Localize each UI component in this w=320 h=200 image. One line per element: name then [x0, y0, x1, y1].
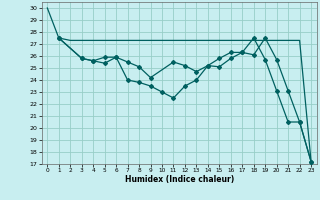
- X-axis label: Humidex (Indice chaleur): Humidex (Indice chaleur): [124, 175, 234, 184]
